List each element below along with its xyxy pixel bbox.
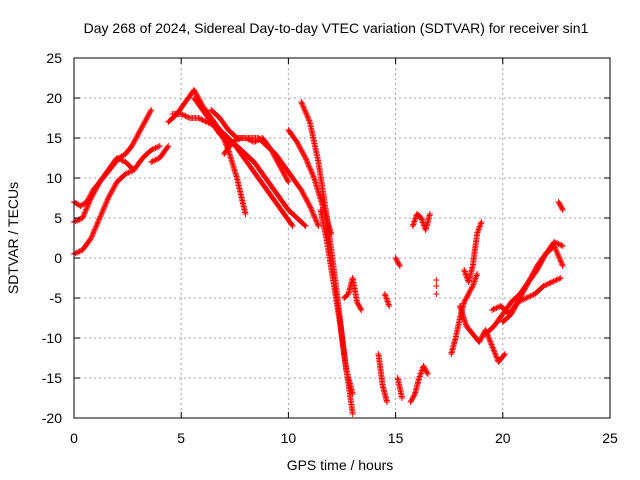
plot-frame <box>73 57 611 419</box>
x-tick-label: 0 <box>70 430 78 446</box>
marker-trace <box>409 211 433 233</box>
series-track-20 <box>433 277 440 297</box>
marker-trace <box>461 219 485 285</box>
marker-trace <box>555 199 566 213</box>
chart-title: Day 268 of 2024, Sidereal Day-to-day VTE… <box>84 20 589 36</box>
series-track-12 <box>317 207 356 397</box>
marker-trace <box>341 275 365 313</box>
y-tick-label: 10 <box>46 170 62 186</box>
y-tick-label: 0 <box>54 250 62 266</box>
x-tick-label: 25 <box>602 430 618 446</box>
x-axis-label: GPS time / hours <box>287 457 394 473</box>
series-track-23 <box>461 219 485 285</box>
series-track-22 <box>456 303 508 365</box>
y-tick-label: -5 <box>50 290 63 306</box>
marker-trace <box>433 277 440 297</box>
marker-trace <box>394 375 405 401</box>
x-tick-label: 5 <box>177 430 185 446</box>
marker-trace <box>456 303 508 365</box>
y-tick-labels: -20 -15 -10 -5 0 5 10 15 20 25 <box>42 50 62 426</box>
marker-trace <box>317 207 356 397</box>
marker-trace <box>381 291 393 309</box>
series-track-4 <box>148 143 172 165</box>
series-track-18 <box>407 363 431 405</box>
series-track-19 <box>409 211 433 233</box>
marker-trace <box>407 363 431 405</box>
series-track-15 <box>381 291 393 309</box>
x-tick-label: 15 <box>388 430 404 446</box>
series-track-13 <box>341 275 365 313</box>
x-tick-label: 10 <box>281 430 297 446</box>
y-tick-label: -20 <box>42 410 62 426</box>
y-axis-label: SDTVAR / TECUs <box>5 182 21 294</box>
series-track-26 <box>499 239 566 325</box>
series-track-9 <box>221 135 322 229</box>
marker-trace <box>499 239 566 325</box>
y-tick-label: 25 <box>46 50 62 66</box>
series-track-27 <box>555 199 566 213</box>
series-track-17 <box>394 375 405 401</box>
marker-trace <box>392 255 403 269</box>
y-tick-label: 5 <box>54 210 62 226</box>
y-tick-label: 15 <box>46 130 62 146</box>
y-tick-label: 20 <box>46 90 62 106</box>
y-tick-label: -10 <box>42 330 62 346</box>
x-tick-labels: 0 5 10 15 20 25 <box>70 430 618 446</box>
marker-trace <box>375 351 390 405</box>
axis-ticks <box>73 57 611 419</box>
marker-trace <box>148 143 172 165</box>
x-tick-label: 20 <box>495 430 511 446</box>
y-tick-label: -15 <box>42 370 62 386</box>
series-track-14 <box>375 351 390 405</box>
series-track-16 <box>392 255 403 269</box>
data-markers <box>71 87 566 417</box>
marker-trace <box>221 135 322 229</box>
